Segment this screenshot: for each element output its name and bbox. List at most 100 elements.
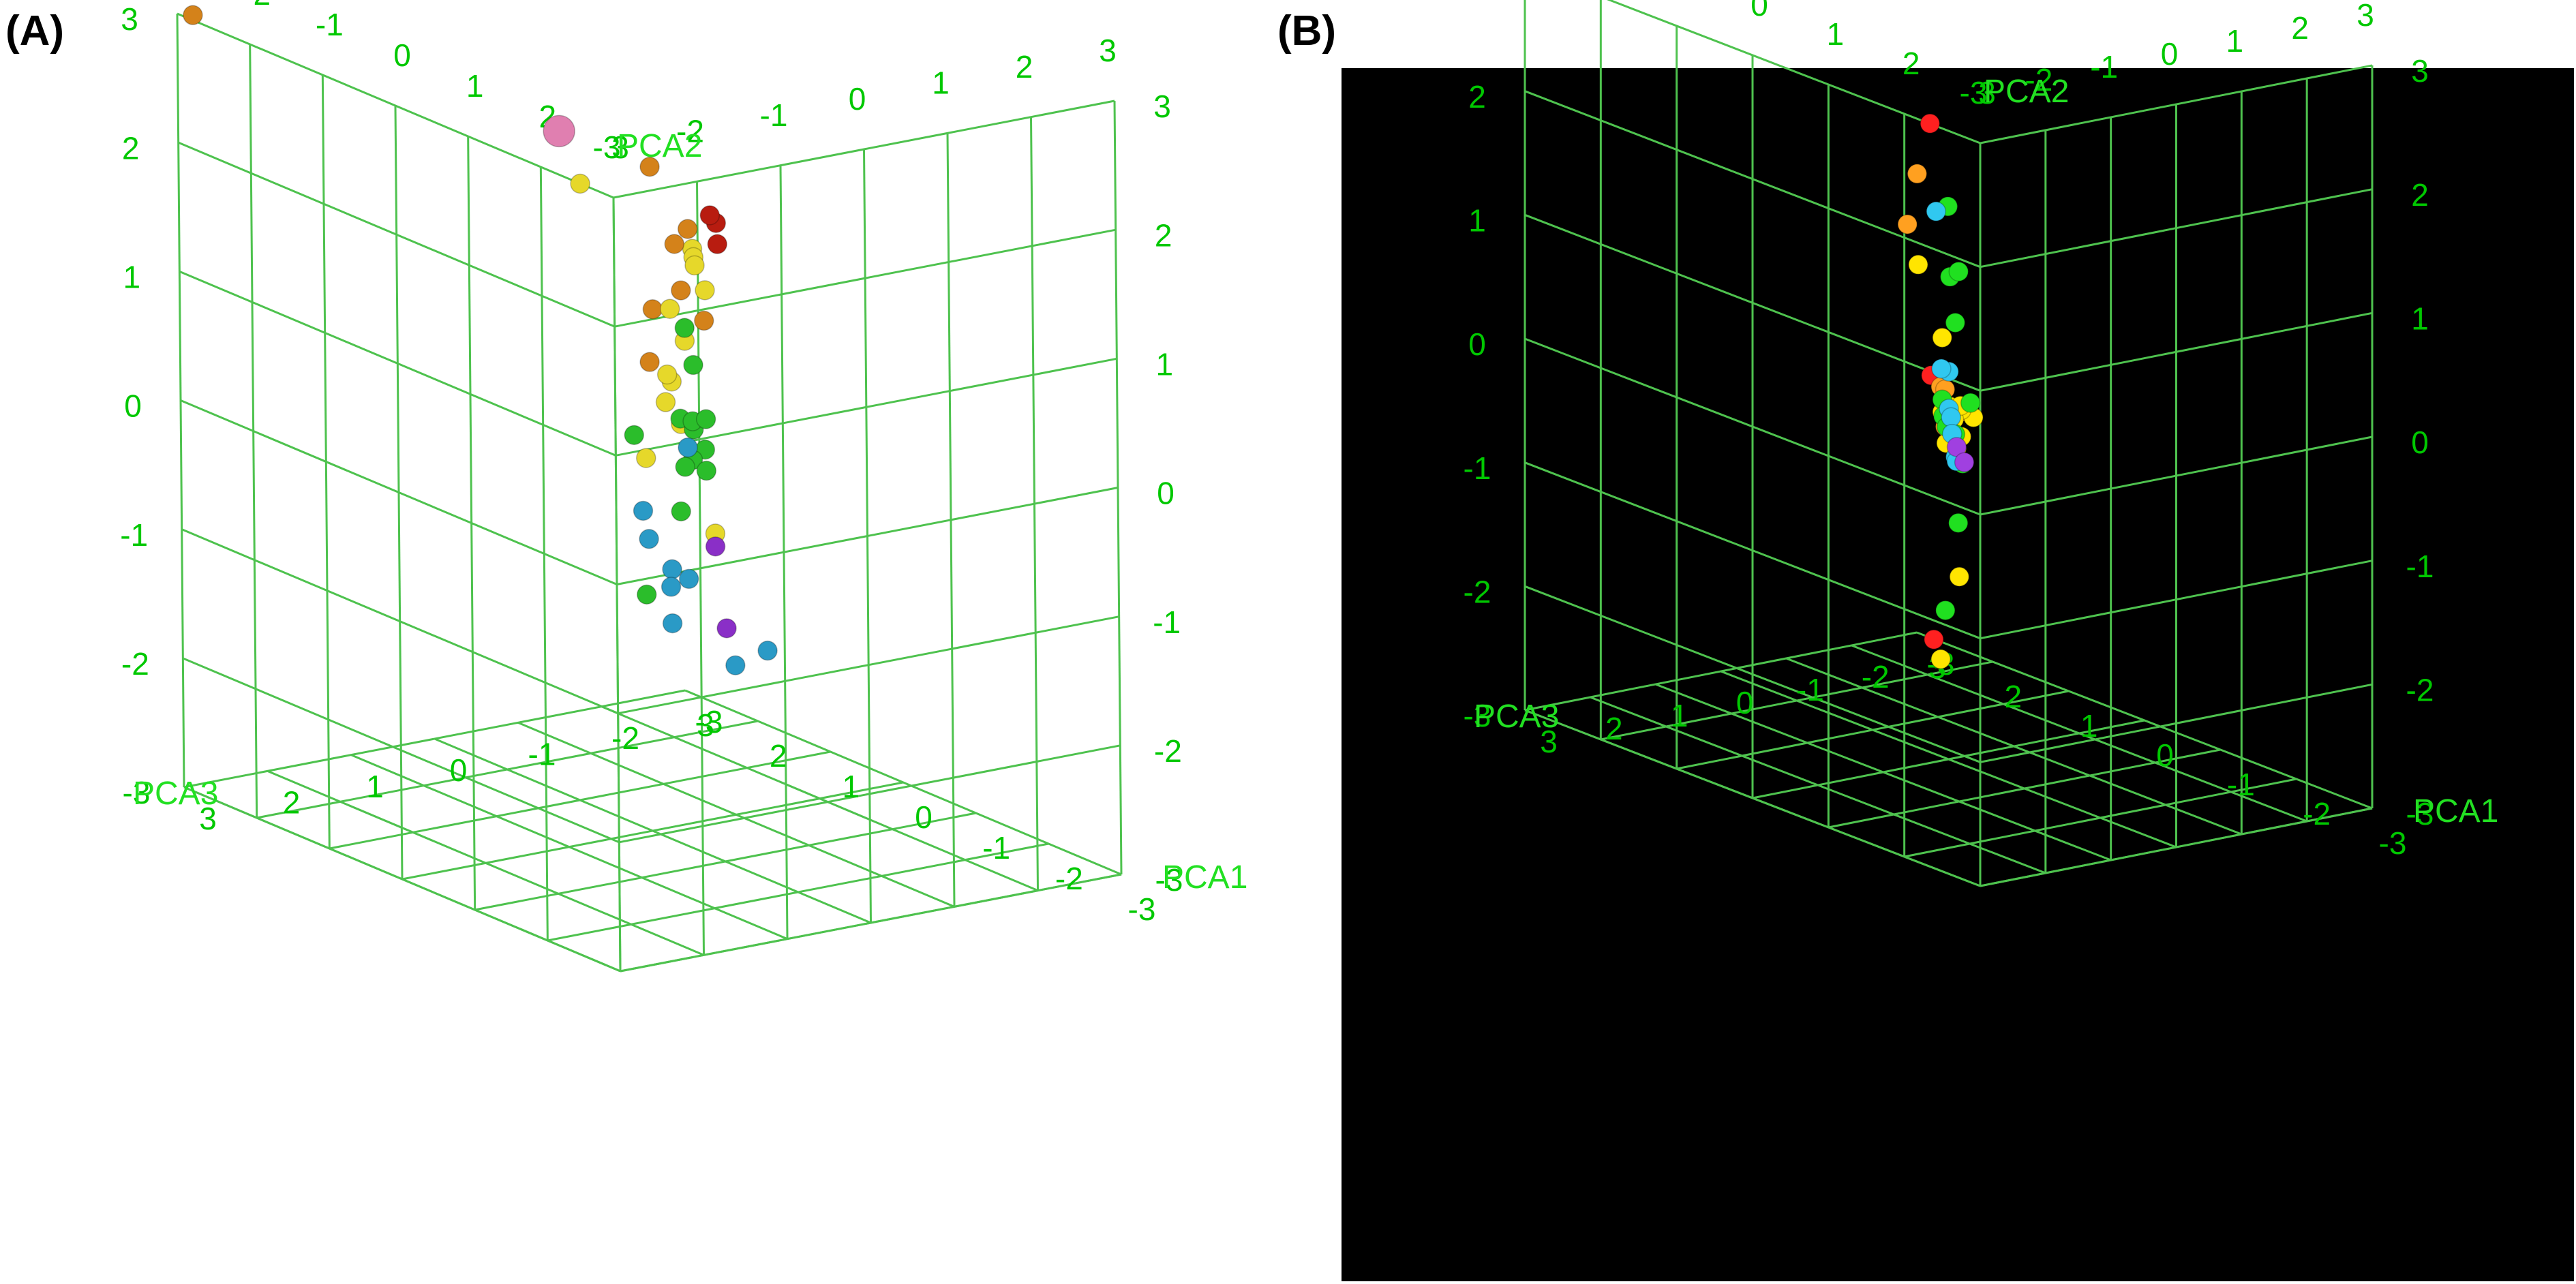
- grid-line: [1524, 631, 1918, 712]
- grid-line: [619, 744, 1121, 844]
- data-point: [671, 280, 691, 301]
- tick-label: -1: [120, 517, 148, 553]
- tick-label: -3: [2379, 825, 2407, 861]
- data-point: [699, 205, 720, 226]
- tick-label: 1: [123, 259, 141, 294]
- data-point: [678, 568, 699, 590]
- tick-label: -3: [1464, 698, 1491, 733]
- data-point: [639, 352, 660, 372]
- data-point: [674, 318, 695, 338]
- data-point: [636, 448, 656, 468]
- data-point: [684, 255, 705, 276]
- grid-line: [1524, 337, 1981, 516]
- grid-line: [181, 528, 619, 715]
- grid-line: [1524, 585, 1981, 763]
- tick-label: -2: [1464, 574, 1491, 609]
- tick-label: -3: [2406, 796, 2434, 831]
- data-point: [671, 501, 691, 522]
- tick-label: 2: [2005, 679, 2022, 714]
- grid-line: [1524, 90, 1981, 269]
- tick-label: -1: [316, 7, 344, 42]
- data-point: [655, 392, 676, 412]
- tick-label: 0: [1468, 326, 1486, 362]
- data-point: [639, 529, 659, 549]
- data-point: [678, 437, 698, 458]
- grid-line: [178, 141, 616, 328]
- data-point: [695, 409, 716, 429]
- axis-label-pca3: PCA3: [133, 776, 218, 812]
- data-point: [642, 299, 663, 320]
- data-point: [1920, 113, 1941, 134]
- tick-label: 2: [2411, 177, 2429, 213]
- tick-label: 2: [2291, 10, 2309, 46]
- tick-label: 1: [932, 65, 950, 100]
- data-point: [695, 280, 715, 301]
- data-point: [183, 5, 203, 25]
- data-point: [1908, 254, 1928, 275]
- axis-label-pca1: PCA1: [2413, 793, 2498, 829]
- grid-line: [1607, 0, 1981, 144]
- tick-label: 1: [1827, 16, 1845, 52]
- tick-label: 2: [122, 130, 140, 166]
- panel-b: (B) -3-2-10123-3-2-101233210-1-2-3-3-2-1…: [1277, 0, 2574, 1281]
- grid-line: [1752, 719, 2145, 799]
- grid-line: [1904, 778, 2297, 858]
- plot-b: -3-2-10123-3-2-101233210-1-2-3-3-2-10123…: [1464, 0, 2498, 887]
- tick-label: 0: [1157, 476, 1175, 511]
- grid-line: [1980, 807, 2373, 887]
- tick-label: -1: [1464, 450, 1491, 486]
- grid-line: [179, 270, 616, 457]
- tick-label: 3: [2357, 0, 2374, 33]
- data-point: [705, 536, 726, 557]
- data-point: [716, 618, 737, 639]
- data-point: [1907, 164, 1928, 184]
- data-point: [1926, 201, 1946, 221]
- axis-label-pca1: PCA1: [1162, 859, 1247, 896]
- grid-line: [1980, 188, 2373, 269]
- grid-line: [474, 812, 976, 911]
- tick-label: -3: [1128, 891, 1156, 927]
- grid-line: [616, 357, 1117, 457]
- data-point: [1960, 393, 1981, 413]
- tick-label: 0: [393, 37, 411, 73]
- tick-label: -3: [593, 129, 621, 165]
- data-point: [1924, 629, 1944, 649]
- tick-label: 0: [915, 799, 933, 835]
- data-point: [1931, 358, 1952, 379]
- data-point: [1954, 452, 1975, 473]
- tick-label: 3: [1978, 75, 1996, 110]
- data-point: [661, 577, 682, 597]
- tick-label: 2: [1155, 217, 1172, 253]
- grid: [1524, 0, 2374, 887]
- tick-label: 2: [770, 738, 787, 774]
- grid-line: [401, 781, 904, 881]
- axis-labels: PCA2 PCA1 PCA3: [133, 128, 1247, 896]
- tick-label: 1: [2411, 301, 2429, 336]
- tick-label: 0: [450, 752, 468, 788]
- tick-label: 1: [2080, 708, 2098, 744]
- grid-line: [182, 657, 620, 844]
- tick-label: 3: [1099, 33, 1117, 68]
- tick-label: -3: [1155, 862, 1183, 898]
- tick-label: -2: [2303, 796, 2331, 831]
- axis-label-pca2: PCA2: [1984, 74, 2069, 110]
- grid-line: [1524, 213, 1981, 392]
- tick-label: 2: [1016, 49, 1033, 85]
- tick-label: 2: [283, 784, 301, 820]
- tick-label: 3: [2411, 53, 2429, 89]
- grid-line: [180, 399, 618, 585]
- tick-label: 0: [849, 81, 866, 117]
- tick-label: 2: [1903, 46, 1920, 81]
- data-point: [677, 219, 698, 239]
- grid-line: [1676, 690, 2069, 770]
- tick-label: 0: [1736, 685, 1754, 720]
- data-point: [683, 354, 703, 376]
- grid-line: [1980, 683, 2373, 763]
- grid-line: [547, 842, 1049, 942]
- grid-line: [1980, 311, 2373, 392]
- data-point: [1935, 600, 1956, 621]
- data-point: [662, 559, 682, 579]
